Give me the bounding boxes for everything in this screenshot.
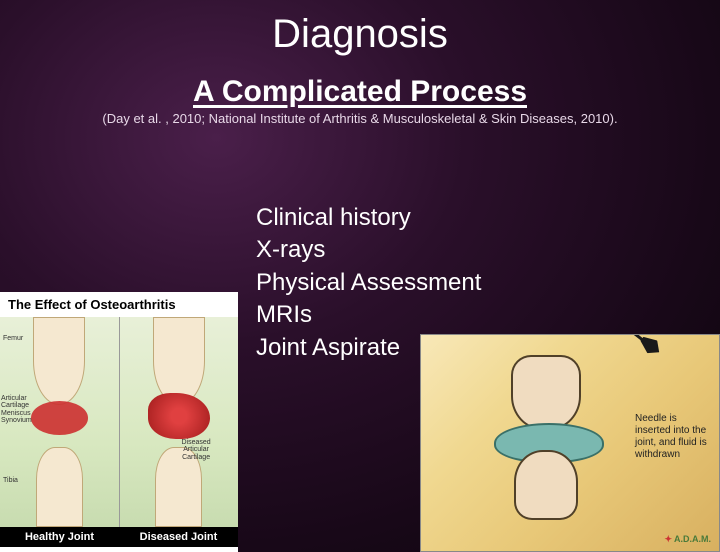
knee-illustration: [476, 355, 616, 520]
aspiration-body: Needle is inserted into the joint, and f…: [421, 335, 719, 551]
list-item: Clinical history: [256, 202, 481, 234]
femur-label: Femur: [3, 335, 23, 342]
diseased-label: Diseased Articular Cartilage: [182, 439, 211, 461]
diseased-joint-panel: Diseased Articular Cartilage: [120, 317, 239, 527]
tibia-label: Tibia: [3, 477, 18, 484]
healthy-joint-panel: Femur Articular Cartilage Meniscus Synov…: [0, 317, 120, 527]
diagram-footer: Healthy Joint Diseased Joint: [0, 527, 238, 547]
upper-bone: [511, 355, 581, 430]
page-title: Diagnosis: [0, 12, 720, 57]
needle-icon: [556, 335, 652, 348]
aspiration-caption: Needle is inserted into the joint, and f…: [635, 413, 713, 461]
cartilage-diseased: [148, 393, 210, 439]
list-item: Physical Assessment: [256, 267, 481, 299]
cartilage-healthy: [31, 401, 88, 435]
list-item: X-rays: [256, 234, 481, 266]
femur-shape: [33, 317, 85, 405]
lower-bone: [514, 450, 578, 520]
diagram-body: Femur Articular Cartilage Meniscus Synov…: [0, 317, 238, 527]
list-item: MRIs: [256, 299, 481, 331]
diagram-header: The Effect of Osteoarthritis: [0, 292, 238, 317]
femur-shape: [153, 317, 205, 405]
footer-healthy: Healthy Joint: [0, 527, 119, 547]
footer-diseased: Diseased Joint: [119, 527, 238, 547]
subtitle: A Complicated Process: [0, 75, 720, 109]
cartilage-label: Articular Cartilage Meniscus Synovium: [1, 395, 32, 424]
osteoarthritis-diagram: The Effect of Osteoarthritis Femur Artic…: [0, 292, 238, 552]
aspiration-diagram: Needle is inserted into the joint, and f…: [420, 334, 720, 552]
citation-text: (Day et al. , 2010; National Institute o…: [0, 111, 720, 126]
tibia-shape: [36, 447, 83, 527]
